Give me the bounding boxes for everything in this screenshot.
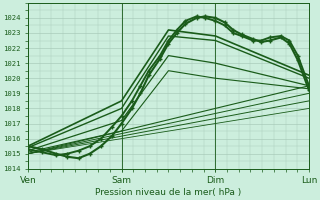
X-axis label: Pression niveau de la mer( hPa ): Pression niveau de la mer( hPa ) [95,188,242,197]
